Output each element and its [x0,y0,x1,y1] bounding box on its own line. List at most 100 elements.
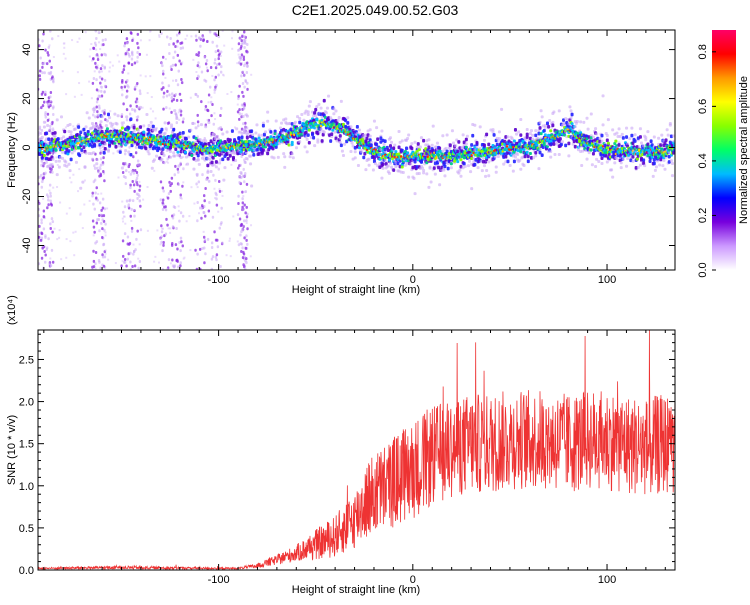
ridge-outer-dot [546,122,549,126]
noise-dot [100,157,102,160]
noise-dot [52,261,54,264]
noise-dot [137,267,139,270]
noise-dot [65,93,67,95]
noise-dot [240,47,242,50]
noise-dot [162,96,164,99]
ridge-halo-dot [246,115,249,118]
ridge-halo-dot [266,111,269,114]
ridge-halo-dot [172,151,175,154]
noise-dot [98,229,100,232]
ridge-halo-dot [579,120,582,123]
noise-dot [103,53,105,55]
noise-dot [43,215,45,218]
ridge-halo-dot [628,137,631,140]
noise-dot [204,56,206,59]
noise-dot [39,69,41,72]
noise-dot [178,119,180,121]
ridge-outer-dot [539,126,542,130]
ridge-mid-dot [529,152,532,155]
noise-dot [43,101,45,104]
ridge-halo-dot [354,150,357,153]
ridge-halo-dot [79,187,82,190]
ridge-halo-dot [582,121,585,124]
ridge-halo-dot [445,147,448,150]
noise-dot [238,56,240,59]
ridge-outer-dot [161,147,164,151]
noise-dot [125,182,127,185]
noise-dot [168,121,170,124]
noise-dot [125,96,127,99]
noise-dot [93,226,95,229]
noise-dot [134,264,136,267]
ridge-outer-dot [129,153,132,157]
ridge-halo-dot [631,160,634,163]
noise-dot [127,258,129,261]
noise-dot [241,197,243,200]
ridge-halo-dot [539,121,542,124]
ridge-halo-dot [198,163,201,166]
noise-dot [43,210,45,213]
ridge-halo-dot [398,130,401,133]
noise-dot [207,238,209,241]
ridge-halo-dot [389,162,392,165]
noise-dot [135,151,137,154]
ridge-halo-dot [534,154,537,157]
noise-dot [101,110,103,113]
ridge-outer-dot [330,132,333,136]
noise-dot [51,75,53,78]
ridge-outer-dot [160,128,163,132]
noise-dot [118,61,120,63]
ridge-halo-dot [412,177,415,180]
ridge-halo-dot [108,116,111,119]
noise-dot [183,257,185,259]
noise-dot [136,98,138,101]
ridge-halo-dot [373,120,376,123]
noise-dot [107,259,109,261]
noise-dot [85,31,87,33]
ridge-outer-dot [476,141,479,145]
noise-dot [163,161,165,164]
noise-dot [168,93,170,96]
noise-dot [158,34,160,36]
ridge-mid-dot [190,154,193,157]
ridge-halo-dot [591,163,594,166]
ridge-halo-dot [85,152,88,155]
noise-dot [189,249,191,251]
noise-dot [245,239,247,242]
noise-dot [162,187,164,190]
noise-dot [99,201,101,204]
ridge-outer-dot [567,142,570,146]
noise-dot [181,81,183,84]
ridge-halo-dot [207,121,210,124]
noise-dot [90,43,92,45]
ridge-halo-dot [634,133,637,136]
noise-dot [174,63,176,66]
ridge-halo-dot [519,118,522,121]
ridge-halo-dot [318,130,321,133]
noise-dot [172,56,174,59]
noise-dot [58,237,60,239]
noise-dot [127,61,129,64]
ridge-outer-dot [534,151,537,155]
ridge-outer-dot [365,137,368,141]
ridge-halo-dot [425,172,428,175]
noise-dot [48,44,50,46]
ridge-halo-dot [238,176,241,179]
ridge-halo-dot [615,132,618,135]
ridge-mid-dot [456,160,459,163]
ridge-outer-dot [625,135,628,139]
noise-dot [131,51,133,54]
noise-dot [51,37,53,40]
noise-dot [177,265,179,268]
noise-dot [66,238,68,240]
ridge-halo-dot [626,157,629,160]
noise-dot [102,256,104,259]
noise-dot [214,197,216,199]
ridge-mid-dot [394,150,397,153]
noise-dot [242,122,244,125]
ridge-halo-dot [139,106,142,109]
noise-dot [198,180,200,183]
noise-dot [89,200,91,202]
noise-dot [54,228,56,230]
ridge-halo-dot [552,110,555,113]
